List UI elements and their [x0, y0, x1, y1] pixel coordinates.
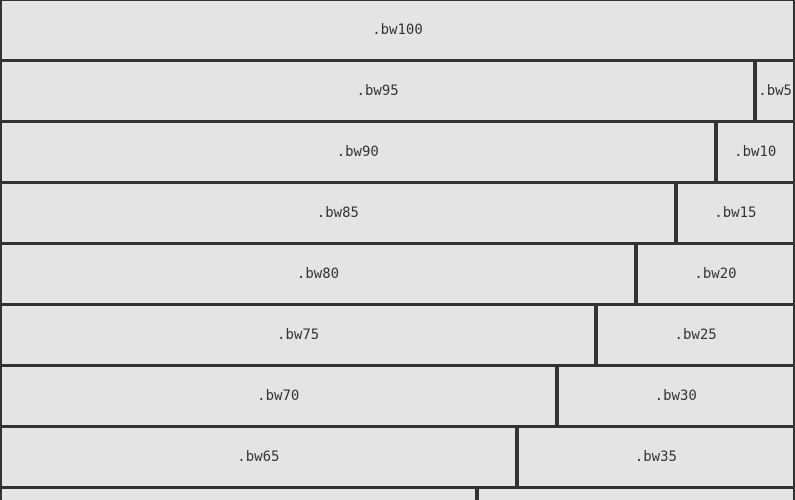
cell-label: .bw30: [654, 388, 697, 404]
width-demo-row: [0, 487, 795, 500]
cell-label: .bw90: [336, 144, 379, 160]
width-demo-row: .bw70 .bw30: [0, 365, 795, 427]
width-demo-cell: .bw15: [675, 182, 795, 244]
width-demo-cell: .bw90: [0, 121, 716, 183]
cell-label: .bw10: [734, 144, 777, 160]
cell-label: .bw25: [674, 327, 717, 343]
width-demo-cell: [477, 487, 795, 500]
width-demo-cell: .bw30: [556, 365, 795, 427]
width-demo-row: .bw95 .bw5: [0, 60, 795, 122]
width-demo-cell: .bw20: [636, 243, 795, 305]
width-demo-cell: .bw70: [0, 365, 557, 427]
width-demo-cell: .bw100: [0, 0, 795, 61]
width-demo-cell: .bw5: [755, 60, 795, 122]
width-demo-row: .bw100: [0, 0, 795, 61]
cell-label: .bw35: [634, 449, 677, 465]
cell-label: .bw20: [694, 266, 737, 282]
width-demo-row: .bw80 .bw20: [0, 243, 795, 305]
cell-label: .bw100: [372, 22, 423, 38]
width-demo-cell: .bw65: [0, 426, 517, 488]
cell-label: .bw15: [714, 205, 757, 221]
width-demo-cell: [0, 487, 477, 500]
cell-label: .bw95: [356, 83, 399, 99]
width-demo-cell: .bw80: [0, 243, 636, 305]
cell-label: .bw75: [277, 327, 320, 343]
cell-label: .bw85: [316, 205, 359, 221]
width-demo-row: .bw75 .bw25: [0, 304, 795, 366]
width-demo-cell: .bw25: [596, 304, 795, 366]
width-demo-cell: .bw95: [0, 60, 756, 122]
width-demo-row: .bw90 .bw10: [0, 121, 795, 183]
cell-label: .bw5: [758, 83, 792, 99]
cell-label: .bw65: [237, 449, 280, 465]
width-demo-cell: .bw35: [516, 426, 795, 488]
width-demo-cell: .bw75: [0, 304, 597, 366]
cell-label: .bw70: [257, 388, 300, 404]
cell-label: .bw80: [296, 266, 340, 282]
width-demo-row: .bw65 .bw35: [0, 426, 795, 488]
width-demo-cell: .bw85: [0, 182, 676, 244]
width-demo-row: .bw85 .bw15: [0, 182, 795, 244]
width-demo-cell: .bw10: [715, 121, 795, 183]
